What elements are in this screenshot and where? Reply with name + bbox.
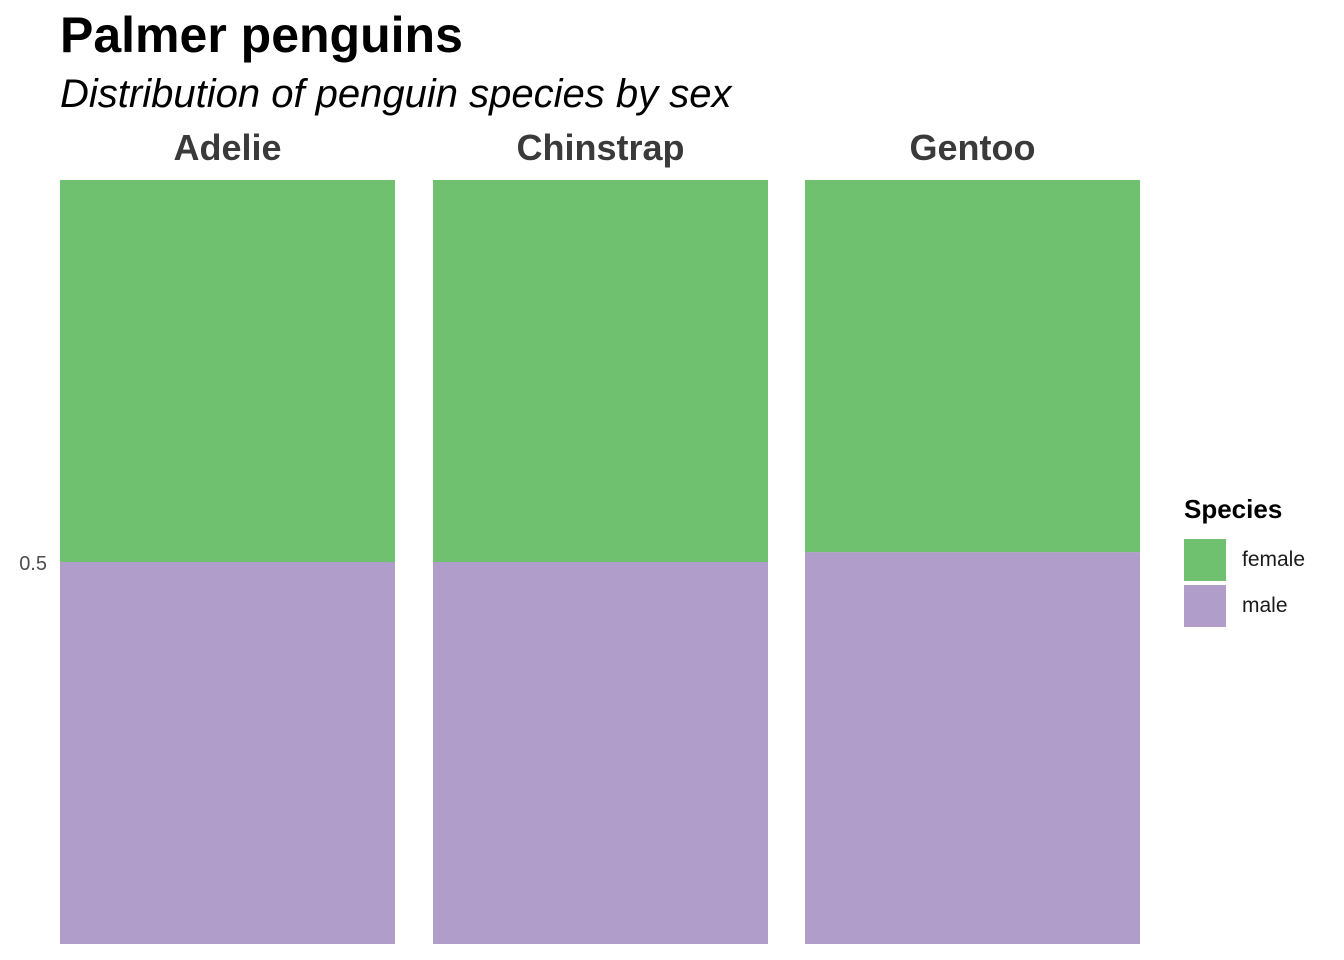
legend-title: Species xyxy=(1184,494,1283,524)
chart-subtitle: Distribution of penguin species by sex xyxy=(60,72,732,116)
facet-label-adelie: Adelie xyxy=(173,127,281,168)
bar-chinstrap-male xyxy=(433,562,768,944)
facet-label-chinstrap: Chinstrap xyxy=(516,127,684,168)
bar-gentoo-male xyxy=(805,552,1140,944)
chart-title: Palmer penguins xyxy=(60,7,463,63)
legend-item-male: male xyxy=(1184,583,1305,629)
legend-label-female: female xyxy=(1242,548,1306,571)
bar-gentoo-female xyxy=(805,180,1140,553)
legend-key-male xyxy=(1184,585,1226,627)
legend-key-female xyxy=(1184,539,1226,581)
legend-label-male: male xyxy=(1242,594,1288,617)
legend-item-female: female xyxy=(1184,537,1305,583)
y-tick-label: 0.5 xyxy=(19,553,47,575)
facet-label-gentoo: Gentoo xyxy=(910,127,1036,168)
legend: Species female male xyxy=(1184,494,1305,629)
bar-adelie-female xyxy=(60,180,395,562)
bar-adelie-male xyxy=(60,562,395,944)
bar-chinstrap-female xyxy=(433,180,768,562)
